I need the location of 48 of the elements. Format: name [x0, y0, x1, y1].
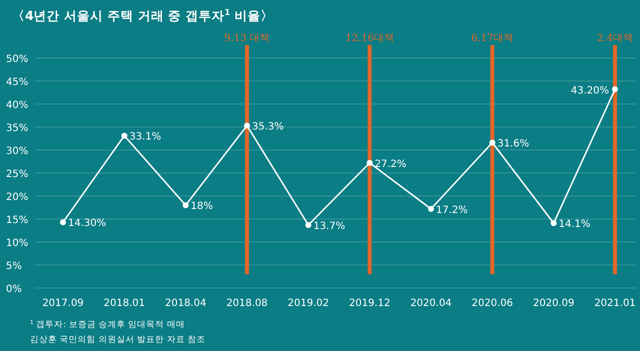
y-tick-label: 45% [6, 77, 28, 88]
data-label: 31.6% [497, 138, 530, 150]
ref-line-label: 9.13 대책 [224, 33, 270, 44]
point [244, 122, 250, 129]
y-tick-label: 15% [6, 215, 28, 226]
point [489, 140, 496, 146]
ref-line-label: 6.17대책 [471, 33, 514, 44]
data-label: 14.1% [558, 219, 590, 230]
x-tick-label: 2018.04 [164, 298, 206, 309]
data-label: 18% [190, 201, 213, 212]
y-tick-label: 40% [6, 100, 28, 111]
y-tick-label: 35% [6, 123, 28, 134]
ref-line-label: 2.4대책 [597, 33, 633, 44]
x-tick-label: 2019.12 [348, 298, 390, 309]
data-label: 17.2% [436, 204, 468, 216]
x-tick-label: 2020.06 [472, 298, 514, 309]
ref-line-label: 12.16대책 [345, 33, 394, 44]
point [182, 202, 189, 208]
x-tick-label: 2021.01 [594, 298, 636, 309]
y-tick-label: 0% [6, 284, 22, 295]
y-tick-label: 20% [6, 192, 28, 203]
data-label: 35.3% [252, 122, 284, 133]
text: 김상훈 국민의힘 의원실서 발표한 자료 참조 [30, 335, 206, 345]
point [60, 219, 66, 226]
point [305, 222, 312, 228]
data-label: 27.2% [374, 158, 406, 170]
x-tick-label: 2020.09 [532, 298, 574, 309]
point [366, 160, 373, 166]
y-tick-label: 10% [6, 238, 28, 249]
y-tick-label: 25% [6, 169, 28, 180]
point [550, 220, 557, 226]
x-tick-label: 2018.01 [104, 298, 146, 309]
point [428, 206, 434, 212]
y-tick-label: 50% [6, 54, 28, 65]
y-tick-label: 5% [6, 261, 22, 272]
chart-title: 〈4년간 서울시 주택 거래 중 갭투자$^{1}$ 비율〉 [12, 7, 274, 23]
text: $^{1}$ 갭투자: 보증금 승계후 임대목적 매매 [30, 319, 185, 330]
x-tick-label: 2020.04 [410, 298, 452, 309]
point [612, 86, 618, 92]
x-tick-label: 2019.02 [288, 298, 330, 309]
y-tick-label: 30% [6, 146, 28, 157]
x-tick-label: 2017.09 [42, 298, 84, 309]
data-label: 33.1% [129, 132, 162, 143]
data-label: 43.20% [570, 85, 609, 96]
data-label: 13.7% [313, 220, 346, 232]
data-label: 14.30% [68, 218, 106, 230]
point [121, 132, 128, 139]
x-tick-label: 2018.08 [226, 298, 268, 309]
